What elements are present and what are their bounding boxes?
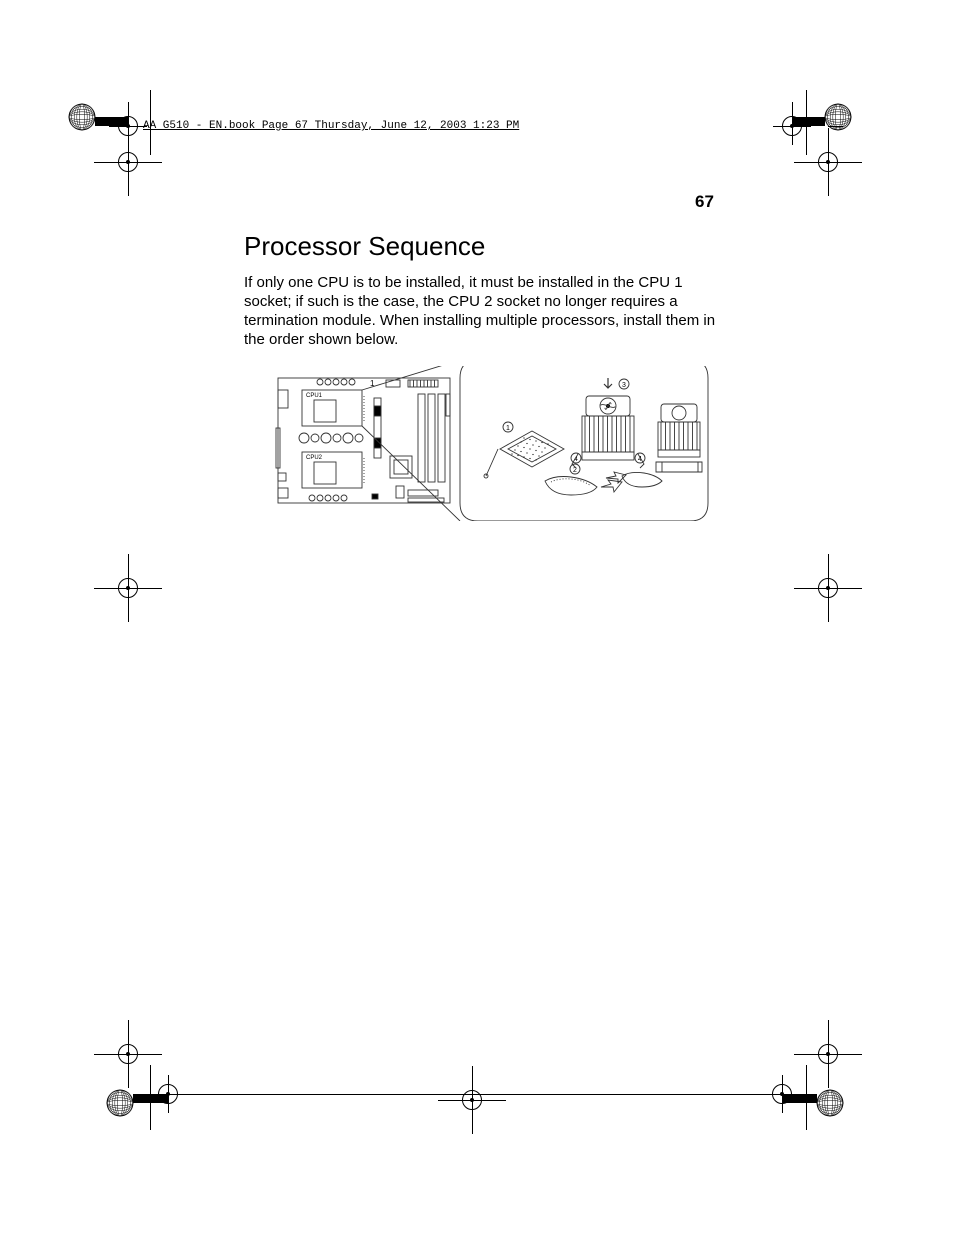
- crop-connector: [150, 1065, 151, 1130]
- section-heading: Processor Sequence: [244, 231, 485, 262]
- crop-connector: [806, 90, 807, 155]
- crop-connector: [828, 126, 843, 127]
- crop-connector: [128, 102, 129, 126]
- svg-text:3: 3: [622, 382, 626, 389]
- svg-text:CPU1: CPU1: [306, 393, 323, 399]
- registration-ball-icon: [816, 1089, 844, 1117]
- crop-connector: [792, 102, 793, 126]
- crop-connector: [168, 1094, 788, 1095]
- svg-text:1: 1: [506, 425, 510, 432]
- registration-marks-layer: [0, 0, 954, 1235]
- header-rule-text: AA G510 - EN.book Page 67 Thursday, June…: [143, 120, 519, 132]
- crop-connector: [95, 117, 128, 126]
- registration-ball-icon: [68, 103, 96, 131]
- body-paragraph: If only one CPU is to be installed, it m…: [244, 273, 724, 349]
- crop-connector: [133, 1094, 168, 1103]
- crop-connector: [782, 1094, 817, 1103]
- crop-connector: [806, 1065, 807, 1130]
- processor-diagram: 1CPU1CPU212344: [270, 366, 710, 521]
- diagram-svg: 1CPU1CPU212344: [270, 366, 710, 521]
- svg-text:CPU2: CPU2: [306, 455, 323, 461]
- registration-ball-icon: [106, 1089, 134, 1117]
- registration-ball-icon: [824, 103, 852, 131]
- crop-connector: [792, 117, 825, 126]
- page-number: 67: [695, 192, 714, 212]
- crop-connector: [112, 126, 127, 127]
- crop-connector: [168, 1094, 800, 1095]
- svg-text:2: 2: [573, 467, 577, 474]
